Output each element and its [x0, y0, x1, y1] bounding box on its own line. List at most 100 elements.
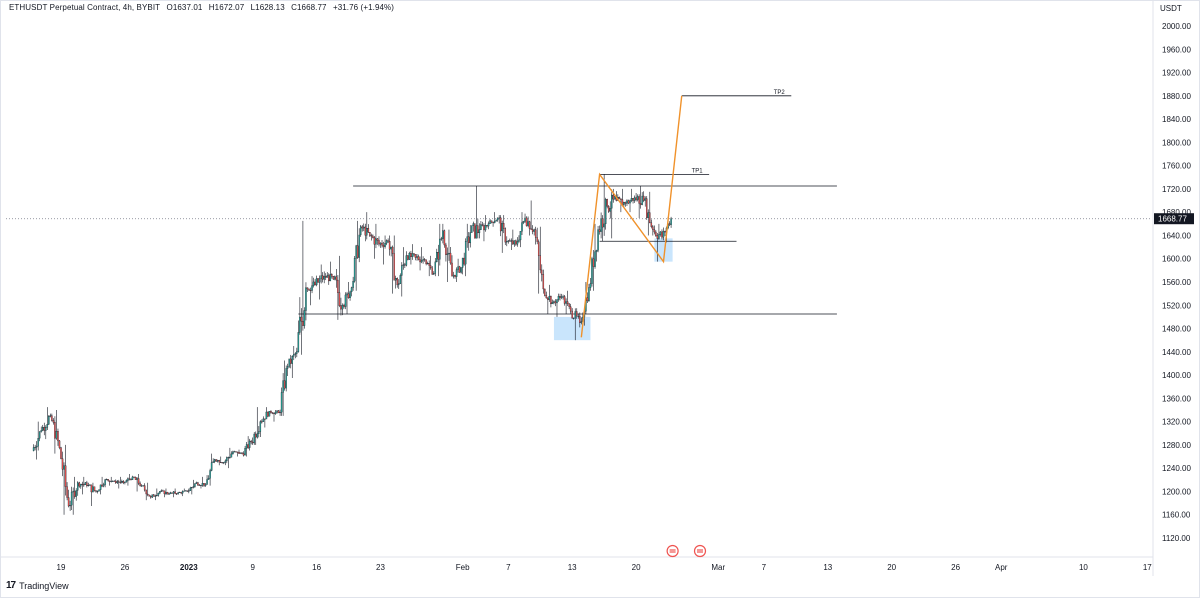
candle-body — [296, 351, 298, 354]
y-tick-label: 1840.00 — [1162, 115, 1191, 124]
candle-body — [402, 264, 405, 266]
candle-body — [177, 492, 179, 495]
candle-body — [623, 202, 625, 205]
candle-body — [347, 293, 350, 299]
candle-body — [659, 231, 662, 235]
candle-body — [550, 296, 552, 305]
candle-body — [592, 258, 595, 267]
candle-body — [408, 252, 411, 260]
candle-body — [641, 195, 643, 205]
y-tick-label: 1320.00 — [1162, 418, 1191, 427]
brand-label: TradingView — [19, 580, 69, 591]
candle-body — [46, 423, 49, 428]
y-tick-label: 1160.00 — [1162, 511, 1191, 520]
candle-body — [398, 283, 400, 286]
candle-body — [283, 380, 286, 389]
x-tick-label: 7 — [506, 563, 511, 572]
candle-body — [502, 223, 505, 229]
candle-body — [92, 486, 94, 493]
candle-body — [49, 415, 52, 417]
y-tick-label: 1920.00 — [1162, 69, 1191, 78]
candle-body — [87, 485, 90, 487]
candle-body — [639, 203, 642, 205]
candle-body — [541, 269, 543, 275]
candle-body — [297, 332, 300, 352]
candle-body — [562, 296, 564, 298]
candle-body — [244, 448, 246, 456]
candle-body — [154, 495, 157, 497]
candle-body — [300, 316, 303, 322]
candle-body — [131, 476, 134, 480]
candle-body — [600, 218, 602, 232]
candle-body — [215, 459, 217, 462]
candle-body — [238, 451, 240, 454]
symbol-title[interactable]: ETHUSDT Perpetual Contract, 4h, BYBIT — [9, 3, 161, 12]
candle-body — [390, 246, 392, 250]
candle-body — [504, 228, 507, 243]
candle-body — [34, 447, 36, 449]
candle-body — [469, 232, 472, 244]
candle-body — [226, 457, 228, 462]
candle-body — [448, 252, 450, 255]
y-tick-label: 1120.00 — [1162, 534, 1191, 543]
candle-body — [404, 264, 406, 266]
candle-body — [542, 274, 545, 290]
candle-body — [630, 198, 633, 201]
y-tick-label: 1280.00 — [1162, 441, 1191, 450]
candle-body — [89, 484, 91, 486]
candle-body — [618, 197, 621, 199]
candle-body — [309, 289, 312, 291]
candle-body — [636, 196, 639, 200]
candle-body — [353, 258, 356, 282]
candle-body — [571, 310, 573, 319]
candle-body — [638, 196, 640, 204]
y-tick-label: 1720.00 — [1162, 185, 1191, 194]
y-tick-label: 1480.00 — [1162, 325, 1191, 334]
candle-body — [364, 226, 367, 236]
candle-body — [341, 305, 344, 310]
candle-body — [359, 226, 362, 236]
candle-body — [157, 492, 160, 496]
level-label: TP1 — [692, 168, 704, 174]
y-tick-label: 1760.00 — [1162, 162, 1191, 171]
candle-body — [425, 259, 427, 265]
candle-body — [293, 354, 295, 357]
candle-body — [343, 305, 345, 307]
candle-body — [656, 235, 659, 239]
y-tick-label: 1800.00 — [1162, 138, 1191, 147]
candle-body — [452, 274, 455, 277]
candle-body — [668, 223, 671, 225]
candle-body — [178, 491, 181, 493]
candle-body — [577, 315, 580, 317]
candle-body — [442, 230, 444, 239]
candle-body — [565, 301, 567, 304]
candle-body — [557, 296, 560, 300]
candle-body — [241, 452, 243, 454]
candle-body — [487, 223, 490, 227]
candle-body — [267, 411, 269, 417]
candle-body — [213, 459, 216, 462]
candle-body — [166, 492, 169, 495]
x-tick-label: 17 — [1143, 563, 1152, 572]
candle-body — [291, 356, 294, 364]
candle-body — [401, 265, 403, 276]
candle-body — [632, 198, 634, 201]
candle-body — [516, 241, 519, 245]
x-tick-label: 13 — [568, 563, 577, 572]
candle-body — [146, 493, 149, 496]
candle-body — [591, 258, 593, 284]
candle-body — [115, 480, 117, 483]
candle-body — [169, 492, 172, 494]
candle-body — [329, 274, 332, 282]
candle-body — [43, 427, 46, 431]
candle-body — [574, 311, 576, 319]
candle-body — [90, 484, 93, 493]
candle-body — [646, 198, 648, 218]
candle-body — [52, 420, 55, 423]
candle-body — [206, 479, 208, 485]
x-tick-label: Apr — [995, 563, 1008, 572]
candle-body — [635, 197, 637, 200]
tradingview-footer[interactable]: 17 TradingView — [6, 580, 69, 591]
candle-body — [604, 199, 607, 225]
